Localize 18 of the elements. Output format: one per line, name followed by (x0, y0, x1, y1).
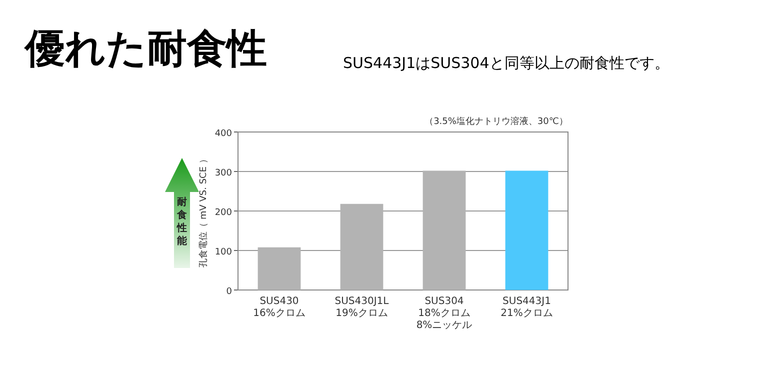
text: （3.5%塩化ナトリウ溶液、30℃） (424, 116, 568, 127)
bar (505, 170, 548, 290)
bar (422, 170, 466, 290)
x-tick-label: SUS430 16%クロム (253, 296, 306, 319)
bar (258, 247, 301, 290)
y-tick-label: 200 (214, 208, 232, 218)
y-tick-label: 300 (214, 168, 232, 178)
x-tick-label: SUS430J1L 19%クロム (334, 296, 390, 319)
y-tick-label: 0 (226, 287, 232, 297)
text: 耐食性能 (176, 196, 188, 247)
x-tick-label: SUS443J1 21%クロム (500, 296, 553, 319)
chart-title: 優れた耐食性 (23, 26, 267, 72)
y-axis-title: 孔食電位（ mV VS. SCE ） (198, 154, 209, 268)
y-tick-label: 400 (214, 129, 232, 139)
y-tick-label: 100 (214, 248, 232, 258)
chart-subtitle: SUS443J1はSUS304と同等以上の耐食性です。 (343, 54, 670, 72)
bar (340, 204, 384, 290)
x-tick-label: SUS304 18%クロム 8%ニッケル (416, 296, 472, 331)
